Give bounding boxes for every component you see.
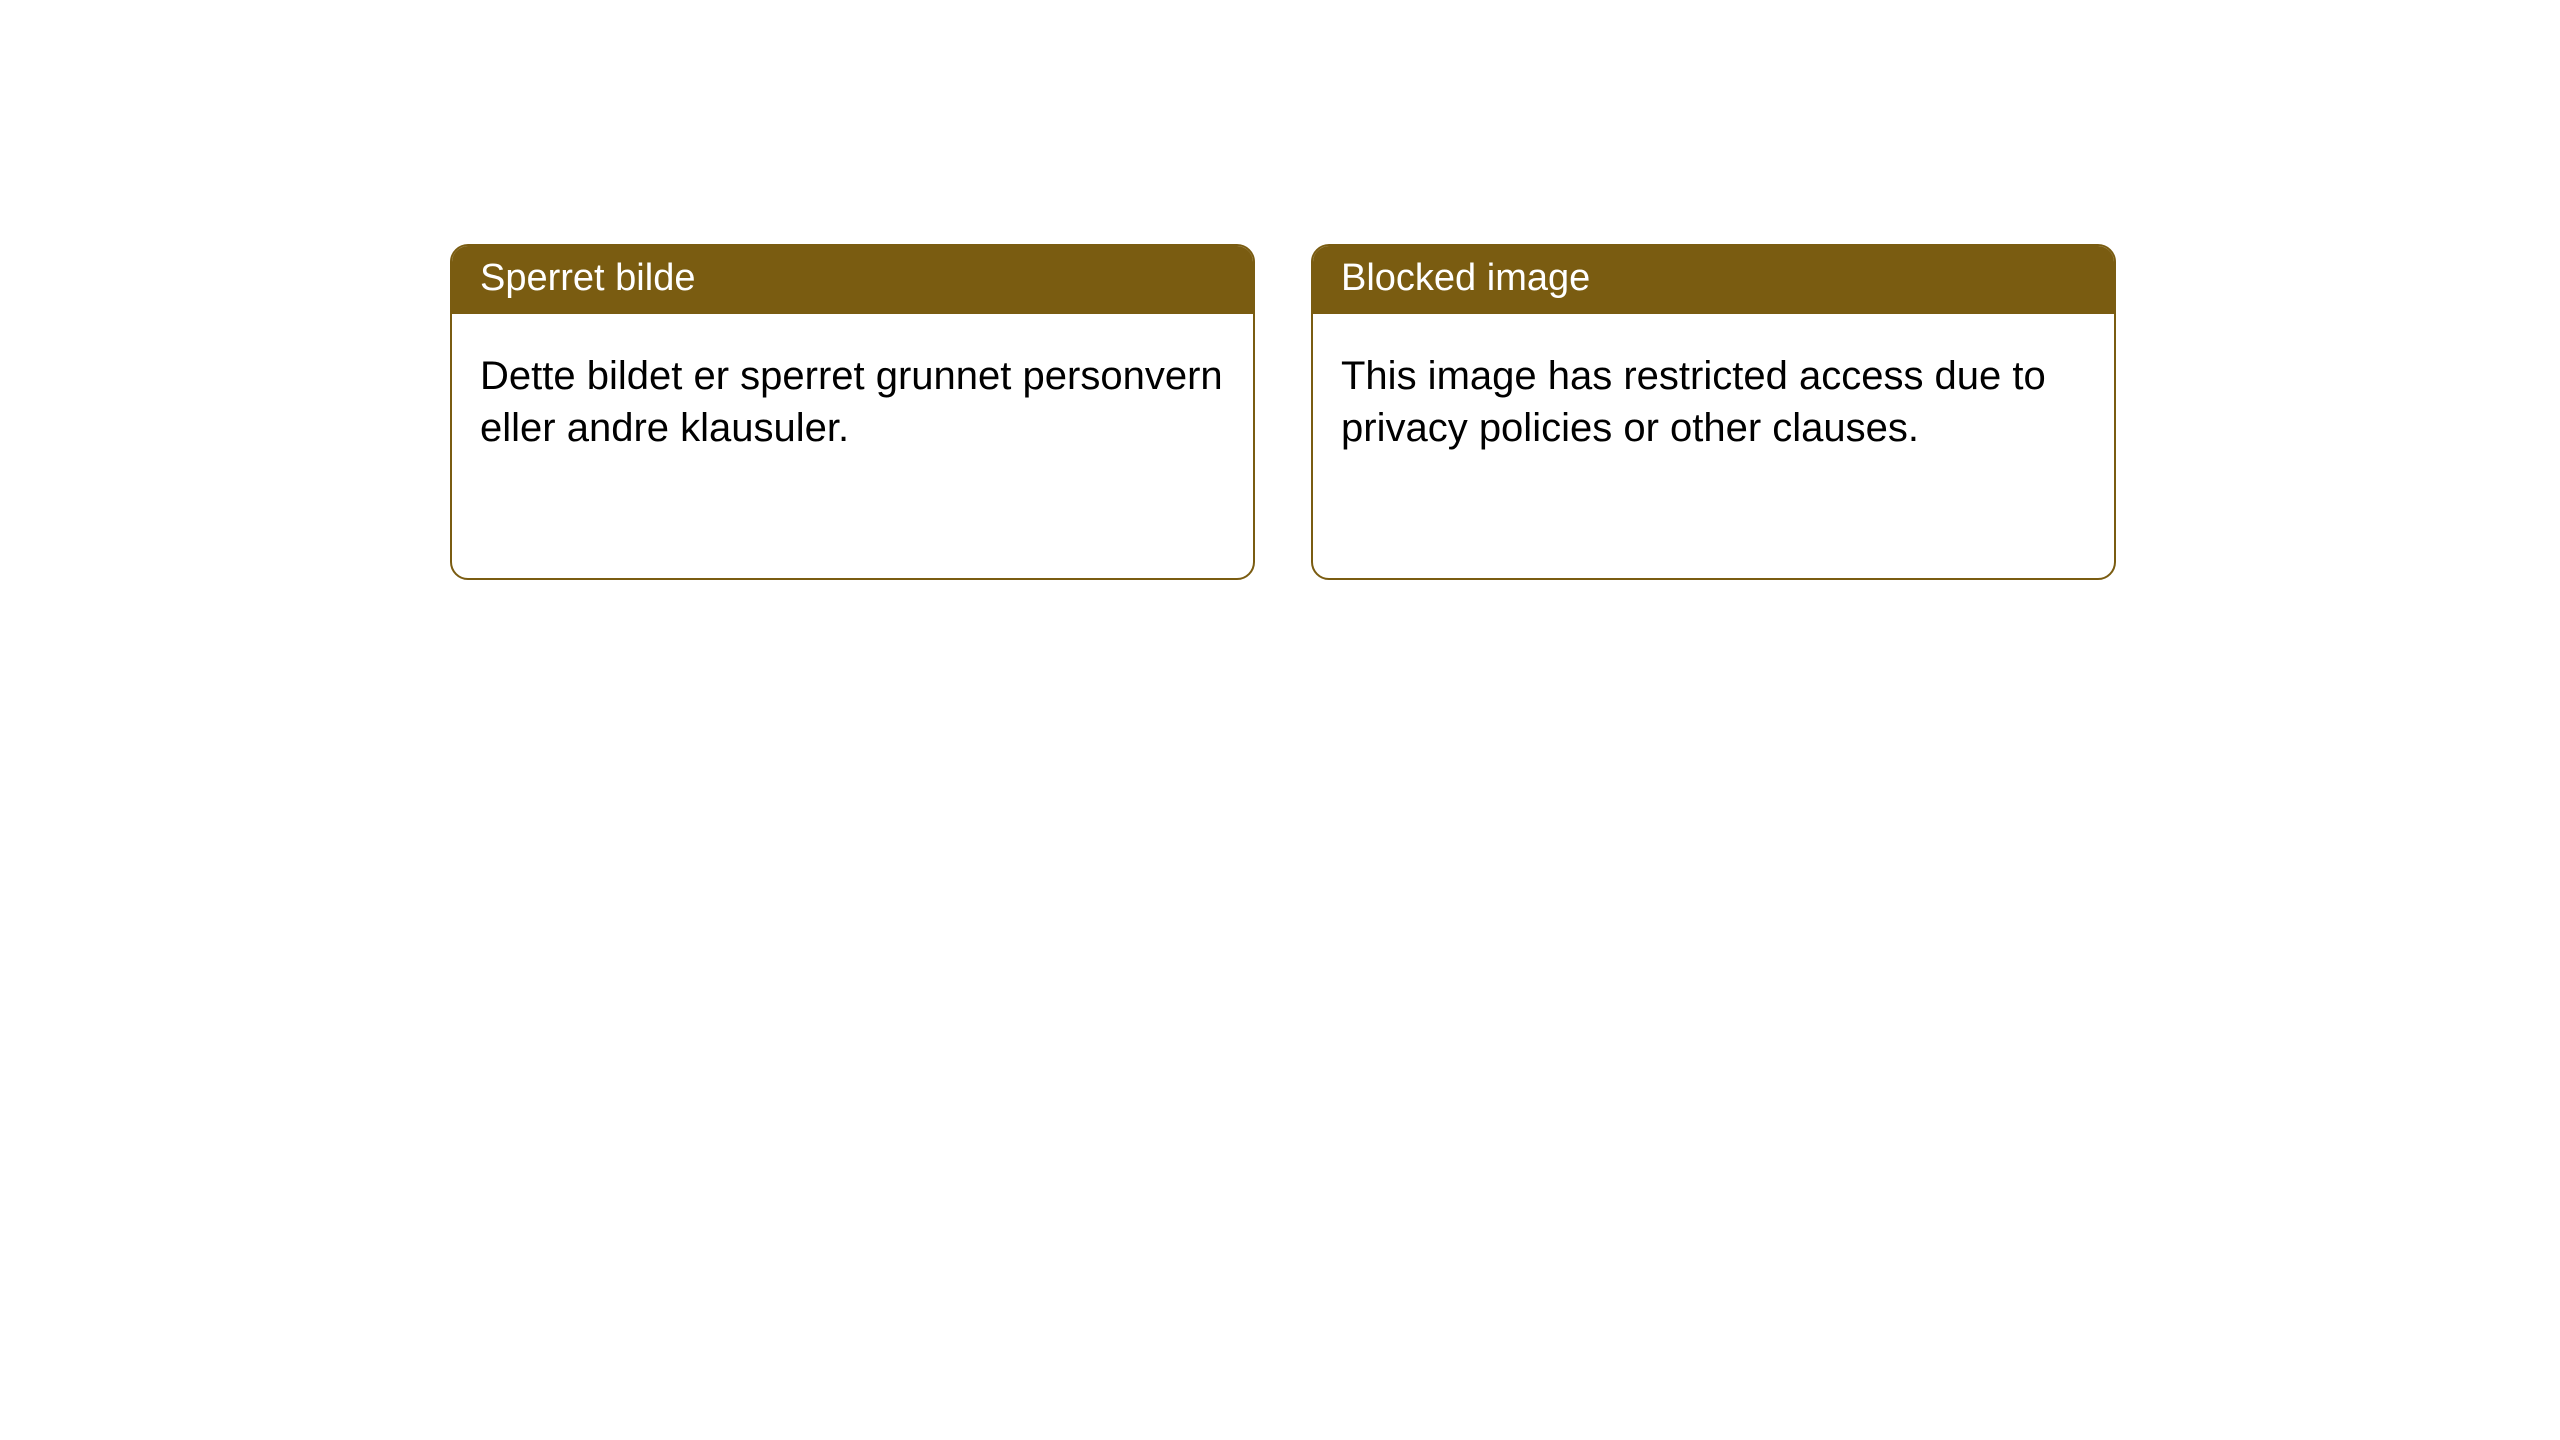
notice-header: Sperret bilde xyxy=(452,246,1253,314)
notice-container: Sperret bilde Dette bildet er sperret gr… xyxy=(0,0,2560,580)
notice-title: Blocked image xyxy=(1341,257,1590,299)
notice-body: Dette bildet er sperret grunnet personve… xyxy=(452,314,1253,492)
notice-header: Blocked image xyxy=(1313,246,2114,314)
notice-message: This image has restricted access due to … xyxy=(1341,354,2046,451)
notice-card-norwegian: Sperret bilde Dette bildet er sperret gr… xyxy=(450,244,1255,580)
notice-body: This image has restricted access due to … xyxy=(1313,314,2114,492)
notice-message: Dette bildet er sperret grunnet personve… xyxy=(480,354,1223,451)
notice-card-english: Blocked image This image has restricted … xyxy=(1311,244,2116,580)
notice-title: Sperret bilde xyxy=(480,257,695,299)
